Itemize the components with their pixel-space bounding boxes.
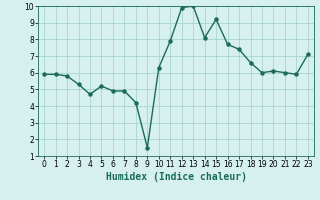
- X-axis label: Humidex (Indice chaleur): Humidex (Indice chaleur): [106, 172, 246, 182]
